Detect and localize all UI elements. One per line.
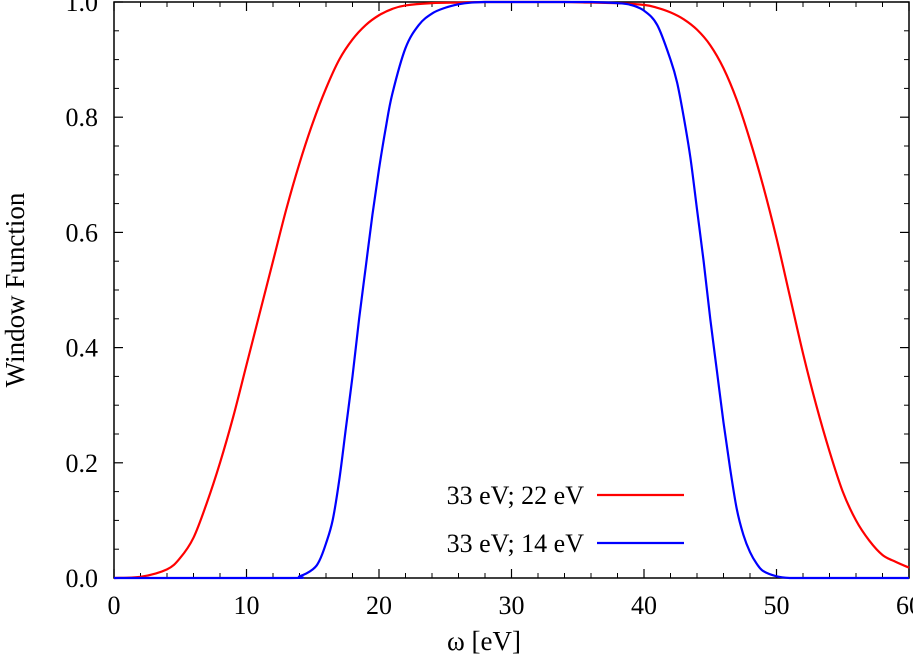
y-tick-label: 0.0 [66,564,99,593]
x-tick-label: 50 [764,591,790,620]
y-tick-label: 0.2 [66,449,99,478]
x-tick-label: 10 [234,591,260,620]
x-axis-label: ω [eV] [447,626,521,656]
y-tick-label: 0.8 [66,103,99,132]
x-tick-label: 0 [108,591,121,620]
y-tick-label: 0.6 [66,218,99,247]
series-line-2 [114,0,909,580]
legend-label-2: 33 eV; 14 eV [447,529,585,558]
legend: 33 eV; 22 eV 33 eV; 14 eV [447,481,684,558]
series-lines [113,0,910,580]
y-tick-label: 1.0 [66,0,99,17]
x-tick-label: 20 [366,591,392,620]
y-axis-label: Window Function [0,192,30,387]
x-tick-label: 40 [631,591,657,620]
tick-labels: 0 10 20 30 40 50 60 0.0 0.2 0.4 0.6 0.8 1.0 [66,0,913,620]
x-tick-label: 30 [499,591,525,620]
legend-label-1: 33 eV; 22 eV [447,481,585,510]
x-tick-label: 60 [896,591,913,620]
y-tick-label: 0.4 [66,334,99,363]
